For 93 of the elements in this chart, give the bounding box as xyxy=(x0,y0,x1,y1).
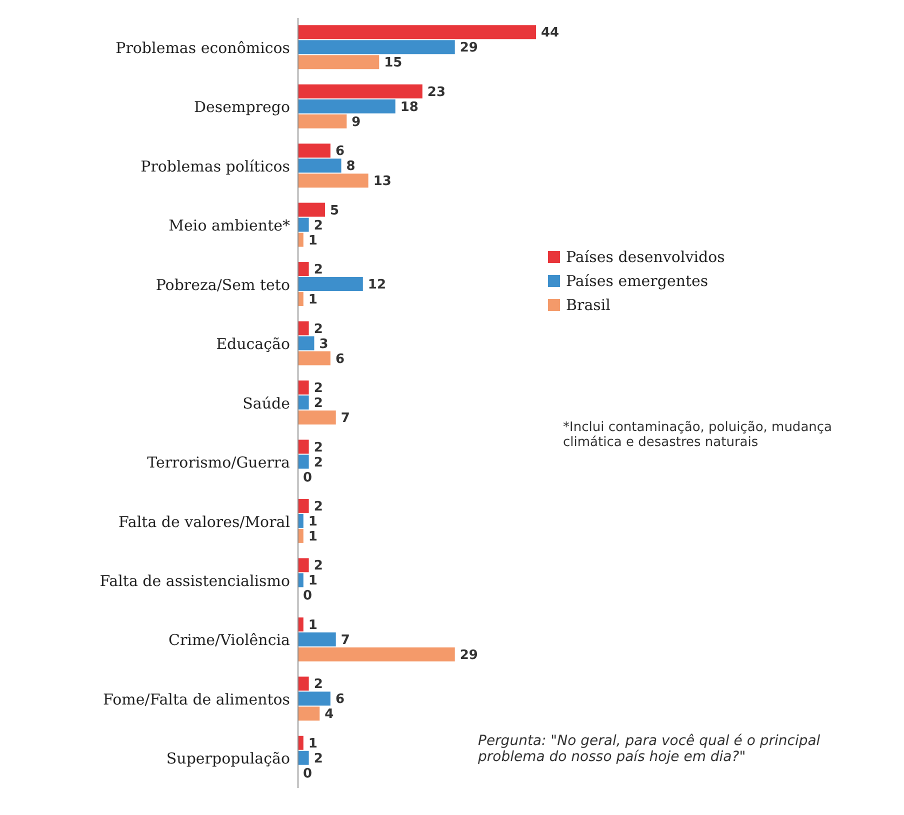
y-tick-label: Problemas políticos xyxy=(140,157,290,176)
bar xyxy=(298,321,309,336)
bar xyxy=(298,498,309,513)
data-label: 1 xyxy=(308,530,318,545)
data-label: 23 xyxy=(427,84,446,100)
y-tick-label: Meio ambiente* xyxy=(168,216,290,235)
y-tick-label: Superpopulação xyxy=(166,750,290,768)
data-label: 6 xyxy=(335,352,344,367)
bar xyxy=(298,750,309,765)
bar xyxy=(298,292,304,306)
bar xyxy=(298,40,455,54)
bar xyxy=(298,218,309,232)
bar xyxy=(298,692,330,706)
bar xyxy=(298,144,330,158)
bar xyxy=(298,158,342,173)
legend-label: Países emergentes xyxy=(566,272,708,290)
legend-label: Brasil xyxy=(566,296,610,314)
text: *Inclui contaminação, poluição, mudança climática e desastres naturais xyxy=(563,420,834,450)
data-label: 0 xyxy=(303,470,312,486)
data-label: 9 xyxy=(352,114,361,130)
bar xyxy=(298,262,309,276)
data-label: 2 xyxy=(314,262,323,278)
data-label: 0 xyxy=(303,588,312,604)
bar xyxy=(298,277,363,292)
data-label: 44 xyxy=(541,26,560,41)
data-label: 7 xyxy=(340,411,350,426)
y-tick-label: Desemprego xyxy=(194,98,290,116)
bar xyxy=(298,55,380,70)
data-label: 0 xyxy=(303,766,312,782)
bar xyxy=(298,558,309,572)
data-label: 2 xyxy=(314,751,323,766)
data-label: 2 xyxy=(314,455,323,470)
bar xyxy=(298,676,309,691)
data-label: 2 xyxy=(314,322,323,337)
data-label: 12 xyxy=(368,278,386,293)
data-label: 7 xyxy=(340,632,350,648)
data-label: 4 xyxy=(324,707,334,722)
data-label: 2 xyxy=(314,440,323,456)
data-label: 1 xyxy=(308,574,318,589)
bar xyxy=(298,202,326,217)
bar xyxy=(298,99,396,114)
bar xyxy=(298,514,304,528)
data-label: 2 xyxy=(314,677,323,692)
data-label: 5 xyxy=(330,203,340,218)
y-tick-label: Falta de assistencialismo xyxy=(100,572,290,590)
bar xyxy=(298,736,304,750)
data-label: 2 xyxy=(314,500,323,515)
data-label: 18 xyxy=(400,100,418,115)
bar xyxy=(298,336,314,350)
data-label: 1 xyxy=(308,736,318,752)
y-tick-label: Terrorismo/Guerra xyxy=(147,454,290,472)
bar xyxy=(298,454,309,469)
y-tick-label: Pobreza/Sem teto xyxy=(156,276,290,294)
bar xyxy=(298,174,368,188)
y-tick-label: Crime/Violência xyxy=(168,631,290,650)
data-label: 15 xyxy=(384,56,402,71)
bar xyxy=(298,573,304,588)
bar xyxy=(298,232,304,247)
y-tick-label: Saúde xyxy=(242,394,290,412)
y-tick-label: Educação xyxy=(216,335,290,354)
bar xyxy=(298,395,309,410)
y-tick-label: Falta de valores/Moral xyxy=(118,512,290,531)
bar xyxy=(298,380,309,394)
data-label: 8 xyxy=(346,159,356,174)
bar xyxy=(298,647,455,662)
bar xyxy=(298,632,336,646)
data-label: 1 xyxy=(308,618,318,633)
bar xyxy=(298,25,536,40)
bar xyxy=(298,440,309,454)
data-label: 1 xyxy=(308,233,318,248)
data-label: 6 xyxy=(335,692,344,708)
y-tick-label: Problemas econômicos xyxy=(116,38,290,57)
data-label: 1 xyxy=(308,514,318,530)
data-label: 13 xyxy=(373,174,392,190)
y-tick-label: Fome/Falta de alimentos xyxy=(103,690,290,708)
bar xyxy=(298,84,422,98)
bar xyxy=(298,410,336,424)
legend-label: Países desenvolvidos xyxy=(566,248,725,266)
bar xyxy=(298,114,347,128)
data-label: 2 xyxy=(314,396,323,412)
data-label: 3 xyxy=(319,336,328,352)
data-label: 2 xyxy=(314,218,323,234)
bar xyxy=(298,617,304,632)
data-label: 2 xyxy=(314,558,323,574)
bar xyxy=(298,351,330,366)
data-label: 29 xyxy=(460,40,478,56)
data-label: 2 xyxy=(314,381,323,396)
data-label: 1 xyxy=(308,292,318,308)
data-label: 29 xyxy=(460,648,478,663)
bar xyxy=(298,528,304,543)
data-label: 6 xyxy=(335,144,344,160)
annotation: Pergunta: "No geral, para você qual é o principal problema do nosso país hoje em dia?" xyxy=(478,733,822,765)
bar xyxy=(298,706,320,721)
